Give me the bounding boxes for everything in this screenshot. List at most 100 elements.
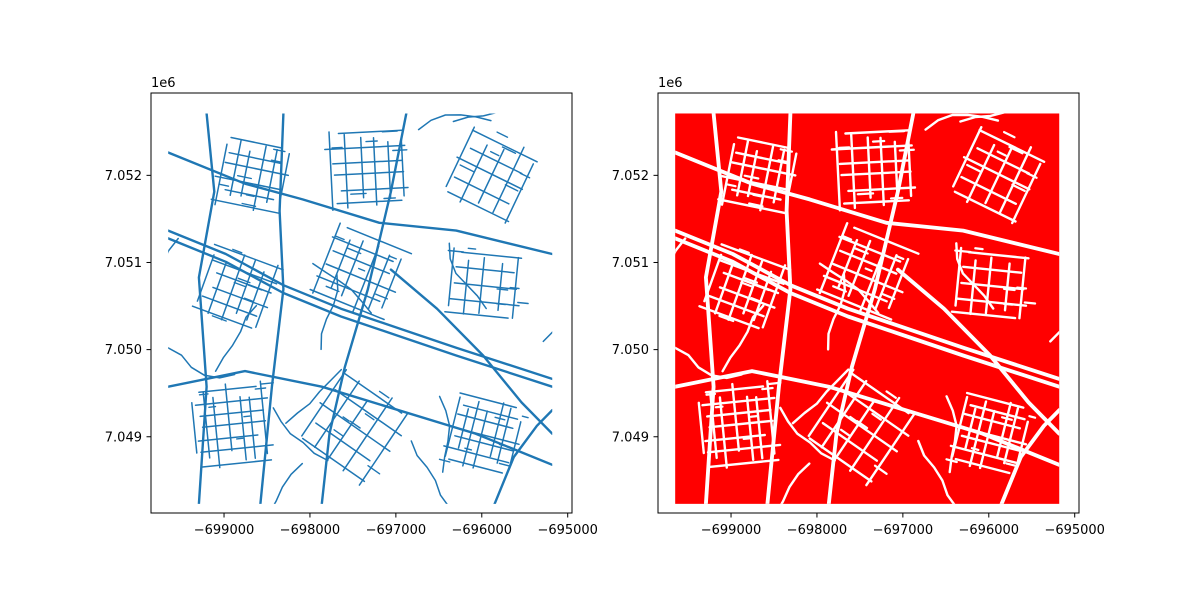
- street-gap: [1002, 130, 1016, 139]
- street-line: [214, 304, 258, 372]
- street-line: [331, 146, 343, 149]
- street-gap: [1000, 416, 1013, 421]
- street-line: [447, 247, 455, 307]
- street-line: [501, 146, 517, 154]
- x-tick-label: −696000: [452, 523, 513, 538]
- x-tick-label: −698000: [280, 523, 341, 538]
- street-gap: [873, 464, 888, 475]
- street-gap: [736, 139, 750, 197]
- street-gap: [841, 388, 910, 437]
- street-gap: [1003, 407, 1020, 465]
- street-gap: [808, 437, 873, 483]
- street-gap: [703, 253, 723, 303]
- axes-frame: [150, 92, 573, 514]
- street-line: [388, 255, 397, 260]
- street-line: [200, 444, 274, 454]
- street-gap: [777, 159, 789, 164]
- street-line: [496, 131, 509, 138]
- street-gap: [838, 235, 902, 263]
- street-gap: [826, 113, 916, 504]
- street-line: [252, 145, 267, 212]
- street-line: [452, 113, 496, 123]
- street-gap: [1002, 287, 1016, 292]
- street-line: [350, 192, 367, 195]
- street-gap: [1026, 172, 1038, 179]
- right-map-panel: −699000 −698000 −697000 −696000 −695000 7.049…: [612, 76, 1105, 538]
- x-tick-label: −697000: [873, 523, 934, 538]
- street-gap: [831, 399, 876, 464]
- street-line: [349, 420, 361, 429]
- street-gap: [724, 183, 737, 188]
- street-line: [448, 425, 520, 446]
- street-gap: [834, 130, 842, 212]
- street-line: [197, 113, 216, 504]
- map-layer: [168, 113, 553, 504]
- street-line: [233, 281, 246, 288]
- street-gap: [825, 401, 898, 453]
- street-gap: [955, 297, 1028, 307]
- street-gap: [968, 400, 988, 468]
- street-line: [387, 141, 392, 199]
- street-line: [312, 262, 373, 314]
- street-line: [259, 380, 269, 455]
- street-gap: [945, 395, 958, 474]
- axes-frame: [657, 92, 1080, 514]
- street-gap: [720, 143, 736, 206]
- y-tick-label: 7.052: [612, 169, 649, 184]
- street-line: [453, 282, 518, 290]
- street-line: [210, 198, 281, 215]
- street-gap: [841, 234, 853, 241]
- street-gap: [881, 292, 896, 301]
- street-line: [198, 385, 257, 394]
- street-line: [331, 236, 394, 263]
- street-line: [496, 303, 506, 306]
- street-line: [400, 138, 405, 197]
- street-line: [477, 148, 505, 204]
- street-gap: [717, 198, 788, 215]
- street-line: [459, 164, 475, 173]
- street-gap: [970, 447, 980, 452]
- street-gap: [966, 163, 982, 173]
- street-line: [381, 258, 402, 309]
- street-line: [237, 277, 251, 284]
- street-line: [494, 416, 506, 421]
- street-line: [381, 130, 398, 133]
- street-line: [464, 447, 473, 451]
- street-gap: [907, 138, 913, 198]
- street-line: [462, 400, 480, 467]
- street-gap: [714, 405, 724, 409]
- street-gap: [754, 283, 770, 292]
- street-gap: [838, 159, 910, 166]
- street-line: [496, 288, 509, 291]
- street-gap: [849, 396, 901, 472]
- street-line: [316, 275, 381, 303]
- street-gap: [791, 368, 850, 425]
- street-gap: [706, 443, 782, 454]
- street-gap: [978, 129, 1046, 163]
- street-line: [245, 194, 255, 198]
- street-line: [343, 133, 349, 209]
- street-line: [248, 396, 257, 459]
- street-line: [212, 286, 269, 309]
- left-map-panel: −699000 −698000 −697000 −696000 −695000 7.049…: [105, 76, 598, 538]
- street-gap: [826, 273, 846, 351]
- street-line: [454, 435, 515, 452]
- street-line: [342, 416, 350, 422]
- street-gap: [706, 408, 772, 418]
- street-line: [359, 136, 365, 199]
- street-gap: [731, 382, 741, 452]
- street-line: [410, 440, 448, 504]
- street-line: [196, 254, 215, 302]
- street-line: [542, 331, 553, 343]
- street-gap: [708, 294, 765, 318]
- street-line: [201, 295, 258, 317]
- street-line: [273, 462, 304, 504]
- street-line: [243, 415, 251, 418]
- street-gap: [1008, 145, 1024, 155]
- street-line: [319, 402, 391, 453]
- street-gap: [675, 237, 687, 255]
- street-line: [324, 144, 406, 151]
- street-gap: [752, 193, 763, 198]
- street-line: [344, 372, 403, 414]
